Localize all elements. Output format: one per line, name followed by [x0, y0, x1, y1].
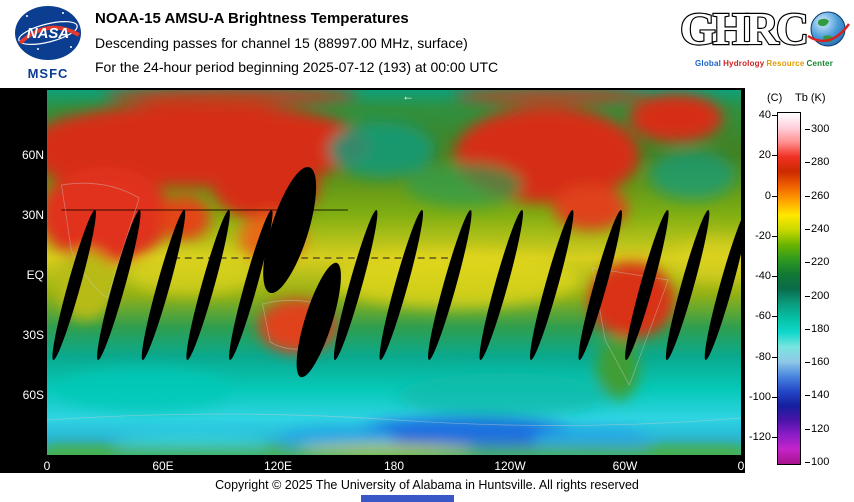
copyright-text: Copyright © 2025 The University of Alaba… — [215, 478, 639, 492]
ghrc-tagline-word: Resource — [766, 59, 805, 68]
colorbar — [777, 112, 801, 465]
map-panel: 60N 30N EQ 30S 60S — [0, 88, 745, 473]
colorbar-tick-label: 0 — [764, 189, 778, 202]
colorbar-tick-label: -40 — [755, 270, 777, 282]
main-area: 60N 30N EQ 30S 60S — [0, 88, 854, 473]
colorbar-tick-label: 260 — [804, 189, 830, 202]
nasa-meatball-icon: NASA — [15, 6, 81, 60]
colorbar-tick-label: 120 — [804, 422, 830, 435]
colorbar-units: (C) Tb (K) — [745, 92, 854, 106]
ghrc-tagline-word: Global — [694, 59, 722, 68]
nasa-logo: NASA MSFC — [10, 5, 86, 81]
y-axis-label: 60N — [21, 148, 44, 162]
ghrc-letters: GHRC — [680, 4, 806, 54]
map-image — [47, 90, 741, 455]
ghrc-tagline: Global Hydrology Resource Center — [678, 59, 850, 68]
msfc-label: MSFC — [27, 66, 69, 81]
colorbar-panel: (C) Tb (K) 40 20 0 -20 -40 -60 -80 -100 -120 300… — [745, 88, 854, 473]
y-axis-label: 30N — [21, 208, 44, 222]
title-block: NOAA-15 AMSU-A Brightness Temperatures D… — [95, 10, 498, 75]
x-axis-label: 120E — [263, 459, 293, 473]
page-subtitle-period: For the 24-hour period beginning 2025-07… — [95, 59, 499, 75]
colorbar-tick-label: 240 — [804, 222, 830, 235]
ghrc-tagline-word: Hydrology — [723, 59, 765, 68]
x-axis-label: 60W — [612, 459, 638, 473]
y-axis-label: EQ — [26, 268, 44, 282]
brightness-temperature-map: ← — [47, 90, 741, 455]
colorbar-tick-label: 220 — [804, 256, 830, 269]
colorbar-tick-label: -100 — [748, 390, 778, 403]
y-axis-label: 60S — [22, 388, 44, 402]
colorbar-kelvin-ticks: 300 280 260 240 220 200 180 160 140 120 100 — [804, 112, 854, 468]
footer: Copyright © 2025 The University of Alaba… — [0, 473, 854, 502]
arrow-icon: ← — [402, 89, 414, 103]
colorbar-tick-label: 100 — [804, 456, 830, 468]
celsius-unit-label: (C) — [767, 92, 783, 104]
x-axis-label: 0 — [43, 459, 51, 473]
colorbar-tick-label: -80 — [755, 350, 777, 363]
colorbar-tick-label: -60 — [755, 310, 777, 323]
x-axis-label: 60E — [152, 459, 174, 473]
y-axis-label: 30S — [22, 328, 44, 342]
ghrc-logo: GHRC Global Hydrology Resource Center — [678, 2, 851, 68]
header: NASA MSFC NOAA-15 AMSU-A Brightness Temp… — [0, 0, 854, 88]
page-subtitle-channel: Descending passes for channel 15 (88997.… — [95, 35, 468, 51]
ghrc-tagline-word: Center — [806, 59, 834, 68]
colorbar-tick-label: 180 — [804, 322, 830, 335]
colorbar-tick-label: 300 — [804, 123, 830, 135]
x-axis-label: 120W — [494, 459, 526, 473]
svg-text:NASA: NASA — [27, 25, 70, 42]
x-axis-label: 0 — [737, 459, 745, 473]
colorbar-celsius-ticks: 40 20 0 -20 -40 -60 -80 -100 -120 — [745, 109, 778, 465]
colorbar-body: 40 20 0 -20 -40 -60 -80 -100 -120 300 280 260 240 22… — [745, 109, 854, 468]
kelvin-unit-label: Tb (K) — [795, 92, 826, 104]
colorbar-tick-label: 40 — [758, 109, 778, 121]
colorbar-tick-label: -20 — [755, 229, 777, 242]
colorbar-tick-label: 280 — [804, 156, 830, 169]
page-title: NOAA-15 AMSU-A Brightness Temperatures — [95, 10, 409, 27]
data-gap-swaths — [52, 166, 741, 378]
colorbar-tick-label: 160 — [804, 356, 830, 369]
colorbar-tick-label: 200 — [804, 289, 830, 302]
colorbar-tick-label: 140 — [804, 389, 830, 402]
x-axis-label: 180 — [383, 459, 405, 473]
ghrc-wordmark-icon: GHRC — [679, 2, 851, 55]
colorbar-tick-label: -120 — [748, 431, 778, 443]
colorbar-tick-label: 20 — [758, 149, 778, 162]
footer-bar — [361, 495, 454, 502]
